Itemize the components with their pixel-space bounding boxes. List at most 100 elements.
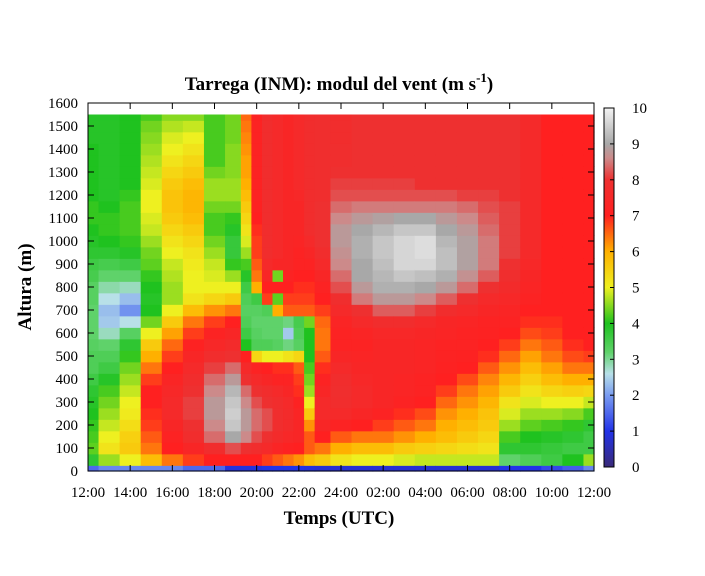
- heatmap-cell: [203, 120, 226, 133]
- y-axis-ticks: 0 100 200 300 400 500 600 700 800 900 1000 1100 1200…: [48, 96, 594, 480]
- heatmap-cell: [140, 453, 163, 466]
- heatmap-cell: [435, 453, 458, 466]
- heatmap-cell: [88, 177, 100, 190]
- heatmap-cell: [456, 131, 479, 144]
- heatmap-cell: [304, 154, 316, 167]
- heatmap-cell: [304, 189, 316, 202]
- heatmap-cell: [435, 223, 458, 236]
- heatmap-cell: [393, 315, 416, 328]
- heatmap-cell: [182, 131, 205, 144]
- heatmap-cell: [520, 407, 542, 420]
- heatmap-cell: [520, 189, 542, 202]
- heatmap-cell: [119, 246, 142, 259]
- heatmap-cell: [393, 258, 416, 271]
- heatmap-cell: [251, 200, 263, 213]
- heatmap-cell: [520, 131, 542, 144]
- heatmap-cell: [140, 407, 163, 420]
- heatmap-cell: [240, 189, 252, 202]
- heatmap-cell: [140, 166, 163, 179]
- heatmap-cell: [414, 304, 437, 317]
- heatmap-cell: [499, 223, 521, 236]
- heatmap-cell: [304, 361, 316, 374]
- heatmap-cell: [435, 304, 458, 317]
- colorbar-tick-label: 9: [632, 137, 640, 153]
- heatmap-cell: [98, 114, 121, 121]
- heatmap-cell: [140, 120, 163, 133]
- heatmap-cell: [414, 258, 437, 271]
- heatmap-cell: [225, 430, 242, 443]
- heatmap-cell: [330, 212, 353, 225]
- heatmap-cell: [372, 396, 395, 409]
- heatmap-cell: [272, 442, 284, 455]
- heatmap-cell: [251, 407, 263, 420]
- heatmap-cell: [520, 246, 542, 259]
- heatmap-cell: [435, 465, 458, 472]
- x-tick-label: 06:00: [450, 485, 484, 501]
- heatmap-cell: [562, 350, 585, 363]
- heatmap-cell: [435, 350, 458, 363]
- heatmap-cell: [499, 200, 521, 213]
- y-tick-label: 700: [56, 303, 79, 319]
- heatmap-cell: [240, 131, 252, 144]
- heatmap-cell: [562, 304, 585, 317]
- heatmap-cell: [456, 304, 479, 317]
- heatmap-cell: [140, 143, 163, 156]
- heatmap-cell: [251, 131, 263, 144]
- heatmap-cell: [372, 212, 395, 225]
- heatmap-cell: [499, 189, 521, 202]
- heatmap-cell: [520, 419, 542, 432]
- heatmap-cell: [478, 292, 500, 305]
- heatmap-cell: [182, 430, 205, 443]
- heatmap-cell: [541, 304, 563, 317]
- heatmap-cell: [240, 350, 252, 363]
- heatmap-cell: [203, 327, 226, 340]
- heatmap-cell: [541, 361, 563, 374]
- heatmap-cell: [314, 407, 332, 420]
- heatmap-cell: [499, 407, 521, 420]
- heatmap-cell: [251, 166, 263, 179]
- heatmap-cell: [541, 292, 563, 305]
- heatmap-cell: [304, 223, 316, 236]
- heatmap-cell: [372, 373, 395, 386]
- heatmap-cell: [251, 338, 263, 351]
- heatmap-cell: [261, 419, 274, 432]
- heatmap-cell: [541, 281, 563, 294]
- heatmap-cell: [98, 442, 121, 455]
- heatmap-cell: [119, 315, 142, 328]
- heatmap-cell: [520, 235, 542, 248]
- heatmap-cell: [251, 292, 263, 305]
- heatmap-cell: [435, 154, 458, 167]
- y-tick-label: 1500: [48, 119, 78, 135]
- heatmap-cell: [414, 373, 437, 386]
- heatmap-cell: [203, 384, 226, 397]
- heatmap-cell: [272, 292, 284, 305]
- heatmap-cell: [393, 350, 416, 363]
- heatmap-cell: [98, 292, 121, 305]
- heatmap-cell: [272, 453, 284, 466]
- heatmap-cell: [314, 258, 332, 271]
- heatmap-cell: [330, 338, 353, 351]
- heatmap-cell: [182, 396, 205, 409]
- heatmap-cell: [351, 453, 374, 466]
- heatmap-cell: [562, 465, 585, 472]
- heatmap-cell: [393, 177, 416, 190]
- heatmap-cell: [330, 315, 353, 328]
- heatmap-cell: [541, 177, 563, 190]
- heatmap-cell: [283, 453, 295, 466]
- heatmap-cell: [478, 223, 500, 236]
- heatmap-cell: [393, 154, 416, 167]
- heatmap-cell: [478, 177, 500, 190]
- heatmap-cell: [456, 166, 479, 179]
- heatmap-cell: [240, 465, 252, 472]
- heatmap-cell: [225, 200, 242, 213]
- heatmap-cell: [414, 223, 437, 236]
- heatmap-cell: [372, 246, 395, 259]
- heatmap-cell: [330, 281, 353, 294]
- heatmap-cell: [314, 166, 332, 179]
- heatmap-cell: [88, 465, 100, 472]
- heatmap-cell: [304, 384, 316, 397]
- heatmap-cell: [372, 350, 395, 363]
- heatmap-cell: [304, 120, 316, 133]
- heatmap-cell: [478, 258, 500, 271]
- heatmap-cell: [330, 442, 353, 455]
